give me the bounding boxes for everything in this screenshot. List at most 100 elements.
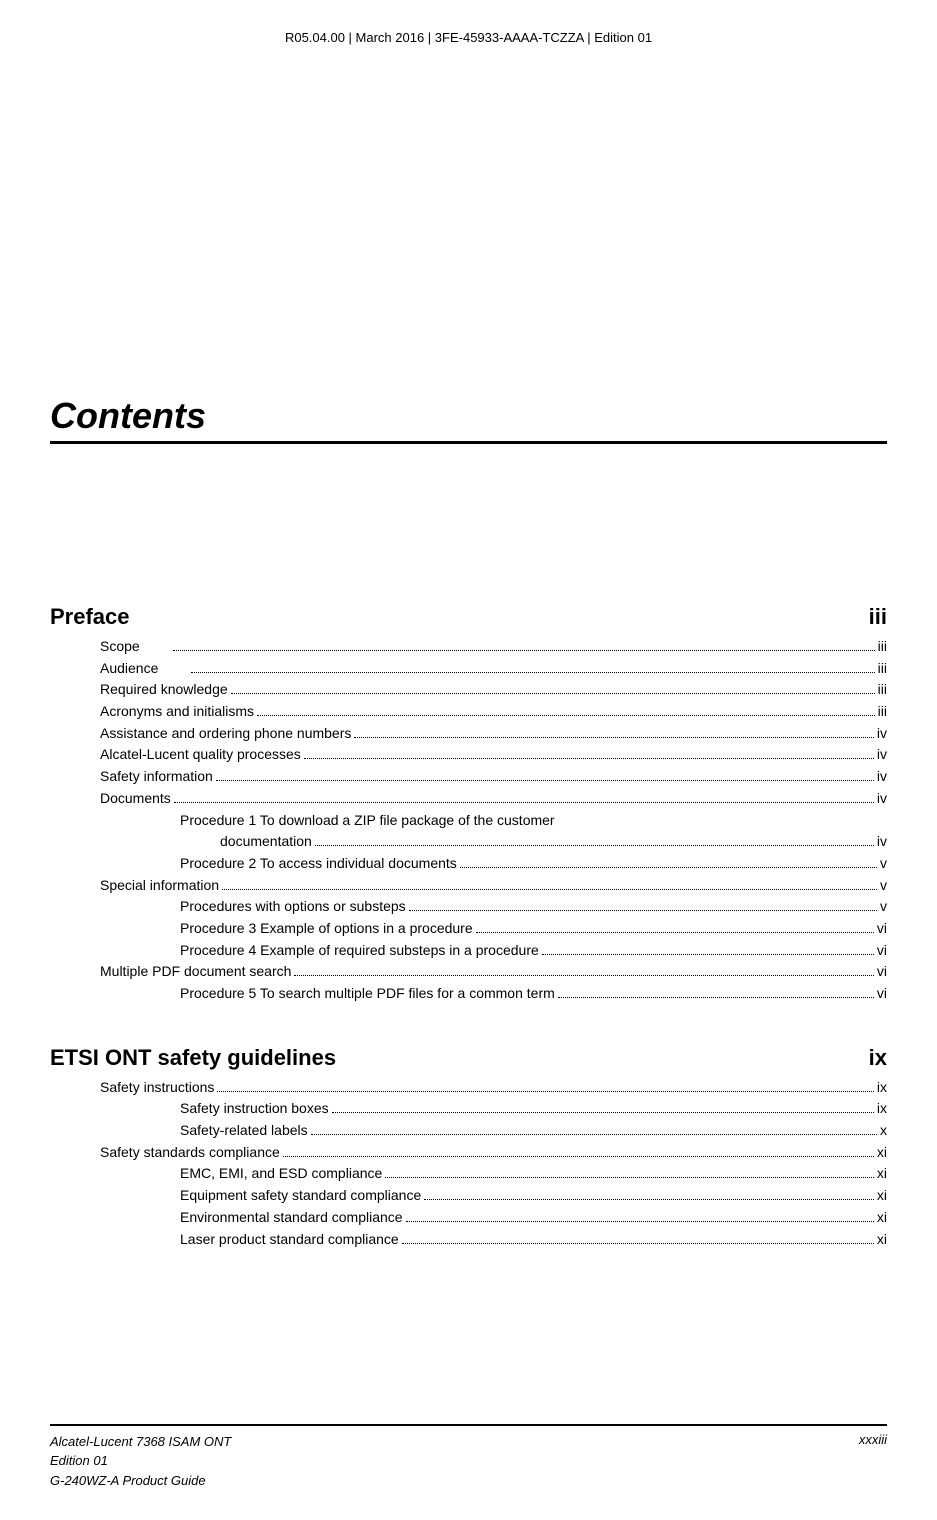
- toc-dot-leader: [406, 1211, 874, 1222]
- toc-entry-page: xi: [877, 1185, 887, 1207]
- toc-dot-leader: [409, 900, 877, 911]
- toc-entry-page: v: [880, 896, 887, 918]
- toc-entry-label: Procedure 4 Example of required substeps…: [180, 940, 539, 962]
- toc-entry-page: xi: [877, 1207, 887, 1229]
- toc-dot-leader: [332, 1103, 874, 1114]
- toc-entry-page: iii: [878, 636, 887, 658]
- toc-entry-page: v: [880, 875, 887, 897]
- toc-dot-leader: [283, 1146, 874, 1157]
- toc-entry-label: Safety standards compliance: [100, 1142, 280, 1164]
- toc-dot-leader: [311, 1124, 877, 1135]
- toc-row: Documents iv: [50, 788, 887, 810]
- toc-entry-label: Safety information: [100, 766, 213, 788]
- toc-dot-leader: [222, 879, 877, 890]
- toc-entry-label: Multiple PDF document search: [100, 961, 291, 983]
- toc-entry-page: ix: [877, 1077, 887, 1099]
- toc-list: Scope iii Audience iii Required knowledge iii…: [50, 636, 887, 1005]
- toc-row: Procedure 1 To download a ZIP file packa…: [50, 810, 887, 832]
- toc-entry-page: iv: [877, 744, 887, 766]
- toc-row: Special information v: [50, 875, 887, 897]
- toc-row: Safety instruction boxesix: [50, 1098, 887, 1120]
- toc-row: Safety instructions ix: [50, 1077, 887, 1099]
- footer-page-number: xxxiii: [859, 1432, 887, 1491]
- toc-row: Safety informationiv: [50, 766, 887, 788]
- toc-dot-leader: [216, 770, 874, 781]
- toc-entry-page: iii: [878, 701, 887, 723]
- page-footer: Alcatel-Lucent 7368 ISAM ONT Edition 01 …: [50, 1424, 887, 1491]
- toc-row: Procedure 2 To access individual documen…: [50, 853, 887, 875]
- toc-entry-page: x: [880, 1120, 887, 1142]
- footer-left: Alcatel-Lucent 7368 ISAM ONT Edition 01 …: [50, 1432, 231, 1491]
- toc-row: Multiple PDF document search vi: [50, 961, 887, 983]
- section-heading-label: Preface: [50, 604, 130, 630]
- toc-dot-leader: [558, 987, 874, 998]
- toc-entry-page: xi: [877, 1163, 887, 1185]
- toc-row: Procedure 3 Example of options in a proc…: [50, 918, 887, 940]
- toc-entry-label: documentation: [220, 831, 312, 853]
- section-heading: ETSI ONT safety guidelines ix: [50, 1045, 887, 1071]
- toc-entry-label: Audience: [100, 658, 158, 680]
- toc-row: Safety standards compliancexi: [50, 1142, 887, 1164]
- toc-row: Laser product standard compliancexi: [50, 1229, 887, 1251]
- footer-line-3: G-240WZ-A Product Guide: [50, 1471, 231, 1491]
- toc-entry-label: Procedure 5 To search multiple PDF files…: [180, 983, 555, 1005]
- section-heading: Prefaceiii: [50, 604, 887, 630]
- toc-entry-label: EMC, EMI, and ESD compliance: [180, 1163, 382, 1185]
- footer-line-2: Edition 01: [50, 1451, 231, 1471]
- page-header: R05.04.00 | March 2016 | 3FE-45933-AAAA-…: [50, 30, 887, 45]
- toc-entry-label: Alcatel-Lucent quality processes: [100, 744, 301, 766]
- toc-dot-leader: [217, 1081, 873, 1092]
- toc-entry-label: Procedures with options or substeps: [180, 896, 406, 918]
- toc-entry-label: Acronyms and initialisms: [100, 701, 254, 723]
- toc-entry-label: Scope: [100, 636, 140, 658]
- toc-dot-leader: [424, 1189, 874, 1200]
- toc-entry-label: Procedure 1 To download a ZIP file packa…: [180, 810, 555, 832]
- toc-list: Safety instructionsixSafety instruction …: [50, 1077, 887, 1251]
- toc-entry-page: vi: [877, 940, 887, 962]
- toc-dot-leader: [191, 662, 874, 673]
- toc-entry-label: Special information: [100, 875, 219, 897]
- toc-sections: PrefaceiiiScopeiiiAudienceiiiRequired kn…: [50, 564, 887, 1250]
- toc-entry-label: Environmental standard compliance: [180, 1207, 403, 1229]
- toc-row: Required knowledge iii: [50, 679, 887, 701]
- toc-entry-label: Equipment safety standard compliance: [180, 1185, 421, 1207]
- page-title: Contents: [50, 395, 887, 444]
- toc-row: Assistance and ordering phone numbersiv: [50, 723, 887, 745]
- section-heading-page: ix: [869, 1045, 887, 1071]
- section-heading-label: ETSI ONT safety guidelines: [50, 1045, 336, 1071]
- toc-dot-leader: [354, 727, 873, 738]
- toc-row: Procedure 4 Example of required substeps…: [50, 940, 887, 962]
- toc-dot-leader: [174, 792, 874, 803]
- toc-dot-leader: [257, 705, 875, 716]
- toc-entry-page: iv: [877, 788, 887, 810]
- toc-entry-page: vi: [877, 961, 887, 983]
- toc-dot-leader: [231, 684, 875, 695]
- toc-entry-label: Documents: [100, 788, 171, 810]
- toc-row: Equipment safety standard compliance xi: [50, 1185, 887, 1207]
- footer-line-1: Alcatel-Lucent 7368 ISAM ONT: [50, 1432, 231, 1452]
- toc-dot-leader: [460, 857, 877, 868]
- toc-entry-label: Procedure 2 To access individual documen…: [180, 853, 457, 875]
- toc-row: Scope iii: [50, 636, 887, 658]
- toc-entry-page: vi: [877, 918, 887, 940]
- toc-entry-label: Safety instructions: [100, 1077, 214, 1099]
- toc-row: Procedures with options or substeps v: [50, 896, 887, 918]
- toc-row: Alcatel-Lucent quality processes iv: [50, 744, 887, 766]
- toc-entry-page: v: [880, 853, 887, 875]
- toc-row: Safety-related labels x: [50, 1120, 887, 1142]
- toc-dot-leader: [315, 835, 874, 846]
- toc-dot-leader: [542, 944, 874, 955]
- toc-dot-leader: [294, 966, 873, 977]
- toc-entry-page: xi: [877, 1229, 887, 1251]
- page-container: R05.04.00 | March 2016 | 3FE-45933-AAAA-…: [0, 0, 937, 1520]
- toc-entry-page: iii: [878, 679, 887, 701]
- toc-entry-label: Assistance and ordering phone numbers: [100, 723, 351, 745]
- toc-row: documentation iv: [50, 831, 887, 853]
- toc-entry-page: iv: [877, 831, 887, 853]
- toc-entry-label: Required knowledge: [100, 679, 228, 701]
- toc-row: Acronyms and initialisms iii: [50, 701, 887, 723]
- toc-entry-label: Safety-related labels: [180, 1120, 308, 1142]
- toc-row: Environmental standard compliance xi: [50, 1207, 887, 1229]
- toc-entry-label: Safety instruction boxes: [180, 1098, 329, 1120]
- toc-dot-leader: [304, 749, 874, 760]
